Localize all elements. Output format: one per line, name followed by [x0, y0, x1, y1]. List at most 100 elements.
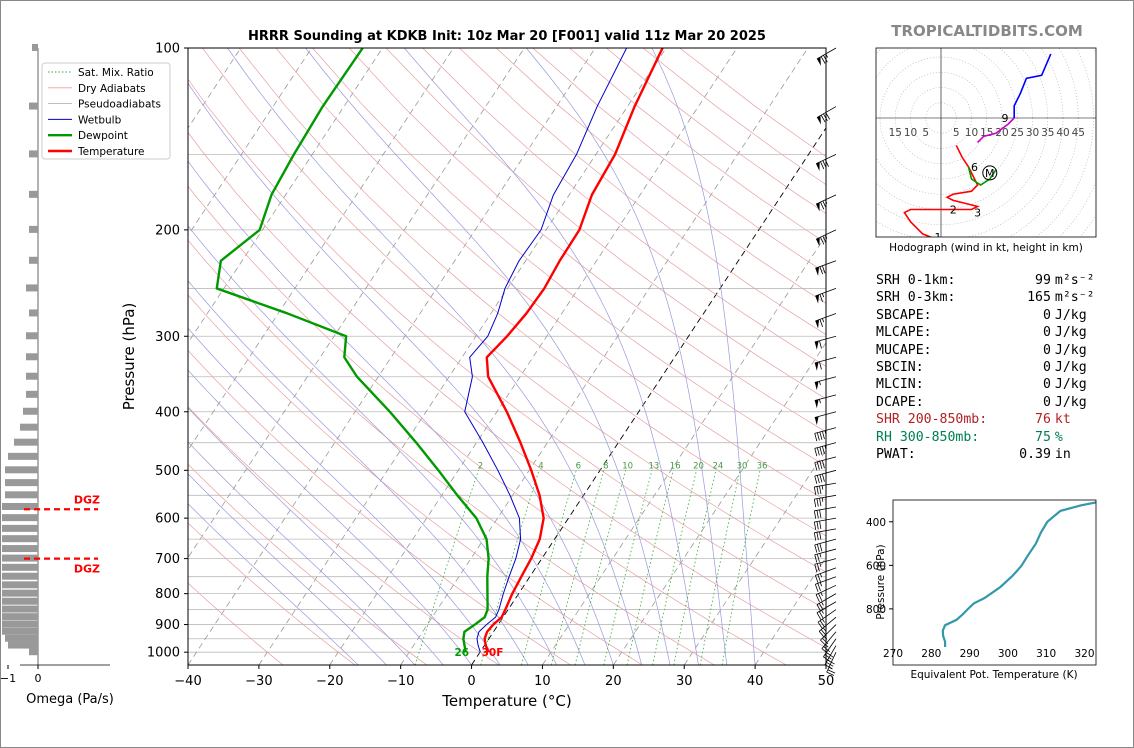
x-tick-label: −40 — [174, 674, 201, 689]
wind-barb — [815, 194, 837, 212]
x-tick-label: −10 — [387, 674, 414, 689]
omega-bar — [29, 102, 38, 110]
barb-staff — [814, 482, 837, 488]
omega-bar — [29, 256, 38, 264]
wind-barb — [813, 506, 837, 519]
barb-full — [819, 361, 822, 370]
wind-barb — [816, 47, 837, 66]
wind-barb — [814, 335, 837, 350]
barb-full — [824, 159, 829, 167]
stat-label: MLCIN: — [876, 377, 924, 393]
barb-half — [823, 636, 828, 640]
barb-full — [816, 563, 820, 572]
omega-tick-label: 0 — [35, 672, 42, 685]
barb-full — [816, 521, 819, 530]
mixing-ratio-label: 4 — [538, 461, 543, 471]
barb-flag — [816, 237, 820, 247]
surface-temperature-label: 30F — [482, 647, 504, 659]
barb-half — [819, 553, 822, 558]
dry-adiabat — [495, 48, 826, 304]
stat-unit: J/kg — [1054, 377, 1087, 393]
barb-staff — [814, 494, 837, 500]
dgz-label: DGZ — [74, 563, 100, 576]
barb-full — [822, 235, 827, 244]
barb-full — [818, 611, 824, 619]
barb-half — [819, 582, 823, 587]
barb-full — [814, 475, 818, 484]
hodo-ring-label: 10 — [904, 127, 917, 139]
isotherm-line — [683, 449, 826, 665]
barb-full — [822, 460, 825, 469]
stat-row: MUCAPE: 0 J/kg — [876, 342, 1106, 359]
stat-unit: J/kg — [1054, 394, 1087, 410]
mixing-ratio-label: 6 — [576, 461, 581, 471]
barb-staff — [815, 229, 837, 240]
isotherm-line — [258, 48, 667, 665]
barb-half — [820, 592, 823, 597]
wind-barb — [814, 394, 837, 409]
wind-barb — [817, 609, 837, 629]
x-tick-label: 0 — [467, 674, 475, 689]
theta-y-tick-label: 600 — [866, 560, 886, 572]
mixing-ratio-line — [480, 470, 540, 665]
barb-staff — [815, 576, 837, 585]
barb-full — [813, 499, 817, 508]
dry-adiabat — [422, 48, 826, 367]
pseudoadiabat — [188, 441, 416, 665]
wind-barb — [815, 154, 837, 171]
omega-axis-label: Omega (Pa/s) — [26, 692, 114, 707]
y-tick-label: 200 — [155, 223, 180, 238]
stat-value: 0.39 — [1019, 447, 1051, 463]
isotherm-line — [188, 48, 525, 559]
chart-title: HRRR Sounding at KDKB Init: 10z Mar 20 [… — [248, 29, 766, 44]
omega-bar — [26, 284, 38, 292]
stat-value: 0 — [1042, 307, 1051, 323]
omega-bar — [2, 514, 38, 522]
wind-barb — [814, 538, 837, 553]
x-tick-label: 10 — [534, 674, 551, 689]
barb-full — [816, 544, 820, 553]
stat-value: 0 — [1042, 360, 1051, 376]
omega-bar — [5, 491, 38, 499]
dry-adiabat — [275, 48, 826, 501]
omega-bar — [2, 581, 38, 589]
barb-flag — [814, 399, 819, 409]
stat-value: 99 — [1035, 273, 1051, 288]
barb-full — [822, 473, 825, 482]
barb-full — [820, 56, 826, 64]
barb-staff — [814, 376, 837, 383]
barb-full — [819, 520, 822, 530]
barb-staff — [818, 616, 837, 632]
stat-unit: J/kg — [1054, 325, 1087, 341]
barb-staff — [815, 194, 837, 205]
barb-full — [824, 664, 833, 669]
barb-half — [821, 618, 825, 623]
stat-row: MLCAPE: 0 J/kg — [876, 324, 1106, 341]
dry-adiabat — [188, 78, 826, 610]
stat-value: 0 — [1042, 394, 1051, 410]
barb-staff — [814, 548, 837, 556]
wind-barb — [816, 593, 837, 612]
barb-flag — [816, 57, 821, 66]
pseudoadiabat — [188, 280, 529, 665]
stat-value: 76 — [1035, 412, 1051, 428]
omega-bar — [2, 620, 38, 628]
theta-y-tick-label: 800 — [866, 604, 886, 616]
barb-full — [819, 446, 823, 455]
omega-bar — [20, 423, 38, 431]
stat-row: SHR 200-850mb: 76 kt — [876, 411, 1106, 428]
barb-staff — [814, 558, 837, 565]
isotherm-line — [188, 48, 596, 665]
y-tick-label: 1000 — [147, 646, 180, 661]
barb-full — [816, 475, 820, 484]
omega-tick-label: −1 — [0, 672, 16, 685]
barb-half — [821, 497, 824, 502]
stat-label: MUCAPE: — [876, 342, 932, 358]
omega-bar — [2, 545, 38, 553]
barb-half — [819, 381, 821, 386]
hodo-ring-label: 10 — [965, 127, 978, 139]
legend-item: Dry Adiabats — [78, 83, 146, 95]
barb-full — [819, 485, 822, 494]
barb-full — [817, 574, 821, 583]
